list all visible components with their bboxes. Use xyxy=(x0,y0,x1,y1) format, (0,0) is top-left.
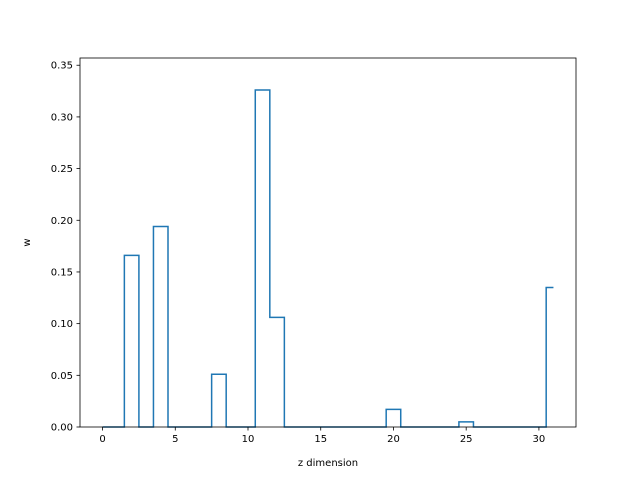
x-tick-label: 30 xyxy=(533,434,546,445)
y-tick-label: 0.10 xyxy=(51,319,73,330)
x-tick-label: 15 xyxy=(314,434,327,445)
axes-frame xyxy=(79,57,577,428)
y-tick-label: 0.20 xyxy=(51,216,73,227)
y-tick-label: 0.25 xyxy=(51,164,73,175)
y-axis-label: w xyxy=(22,238,33,246)
y-tick-label: 0.35 xyxy=(51,61,73,72)
x-axis: 0 5 10 15 20 25 30 xyxy=(99,427,545,445)
y-tick-label: 0.30 xyxy=(51,112,73,123)
y-tick-label: 0.15 xyxy=(51,267,73,278)
x-tick-label: 20 xyxy=(387,434,400,445)
x-tick-label: 5 xyxy=(172,434,178,445)
y-tick-label: 0.00 xyxy=(51,423,73,434)
y-tick-label: 0.05 xyxy=(51,371,73,382)
x-tick-label: 0 xyxy=(99,434,105,445)
x-axis-label: z dimension xyxy=(298,458,358,469)
y-axis: 0.00 0.05 0.10 0.15 0.20 0.25 0.30 0.35 xyxy=(51,61,80,434)
x-tick-label: 25 xyxy=(460,434,473,445)
x-tick-label: 10 xyxy=(242,434,255,445)
